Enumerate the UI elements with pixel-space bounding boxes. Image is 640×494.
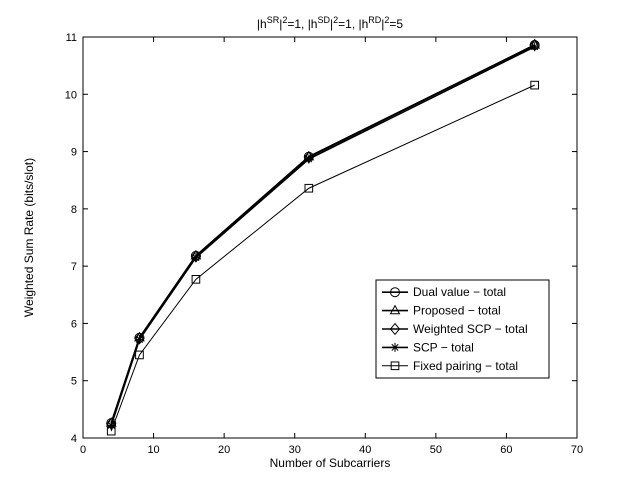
title-part: |h <box>257 17 267 31</box>
title-part: | <box>381 17 384 31</box>
x-tick-label: 0 <box>80 444 86 456</box>
x-tick-label: 30 <box>289 444 301 456</box>
title-part: | <box>330 17 333 31</box>
legend-item: Fixed pairing − total <box>382 359 518 373</box>
legend-item: Dual value − total <box>382 285 506 299</box>
legend-label: Fixed pairing − total <box>413 359 518 373</box>
data-point <box>135 350 144 360</box>
title-part: =1, |h <box>338 17 368 31</box>
star-stroke <box>305 155 313 163</box>
legend: Dual value − total Proposed − total Weight… <box>375 279 550 379</box>
legend-marker <box>390 287 400 298</box>
x-axis-label: Number of Subcarriers <box>270 456 391 470</box>
y-tick-label: 11 <box>66 32 77 44</box>
x-tick-label: 70 <box>571 444 583 456</box>
chart-title: |hSR|2=1, |hSD|2=1, |hRD|2=5 <box>257 15 404 31</box>
y-tick-label: 4 <box>71 433 77 445</box>
title-part: | <box>279 17 282 31</box>
legend-item: Weighted SCP − total <box>382 322 528 336</box>
y-tick-label: 8 <box>71 204 77 216</box>
data-point <box>530 80 539 90</box>
y-tick-label: 9 <box>71 147 77 159</box>
y-tick-label: 10 <box>65 89 77 101</box>
series-line <box>110 84 535 432</box>
legend-label: SCP − total <box>413 340 474 354</box>
y-tick-label: 7 <box>71 261 77 273</box>
title-part: RD <box>368 15 381 25</box>
title-part: SR <box>267 15 280 25</box>
title-part: =5 <box>389 17 403 31</box>
legend-marker <box>389 322 401 336</box>
legend-item: SCP − total <box>382 340 474 354</box>
legend-marker <box>390 361 400 371</box>
data-point <box>304 183 314 193</box>
legend-item: Proposed − total <box>382 304 501 318</box>
series-square <box>106 80 539 436</box>
legend-label: Proposed − total <box>413 304 501 318</box>
y-axis-label: Weighted Sum Rate (bits/slot) <box>22 158 36 317</box>
y-tick-label: 6 <box>71 318 77 330</box>
x-tick-label: 50 <box>430 444 442 456</box>
title-part: SD <box>317 15 330 25</box>
data-point <box>304 154 314 164</box>
y-tick-label: 5 <box>71 376 77 388</box>
x-tick-label: 10 <box>147 444 159 456</box>
series-group <box>105 38 541 436</box>
x-tick-label: 40 <box>359 444 371 456</box>
axis-ticks: 0 10 20 30 40 50 60 70 4 5 6 7 8 9 10 11 <box>65 32 583 456</box>
star-stroke <box>391 343 399 351</box>
x-tick-label: 60 <box>500 444 512 456</box>
star-stroke <box>192 254 200 262</box>
legend-marker <box>389 304 401 315</box>
title-part: 2 <box>384 15 389 25</box>
data-point <box>530 42 540 52</box>
star-stroke <box>531 43 539 51</box>
x-tick-label: 20 <box>218 444 230 456</box>
title-part: 2 <box>282 15 287 25</box>
data-point <box>134 334 144 344</box>
series-star <box>106 42 540 430</box>
data-point <box>106 426 116 436</box>
star-stroke <box>135 335 143 344</box>
legend-marker <box>390 342 400 352</box>
data-point <box>191 274 201 284</box>
title-part: 2 <box>333 15 338 25</box>
data-point <box>191 253 201 263</box>
plot-frame <box>82 36 578 439</box>
title-part: =1, |h <box>287 17 317 31</box>
legend-label: Dual value − total <box>413 285 506 299</box>
legend-label: Weighted SCP − total <box>413 322 528 336</box>
